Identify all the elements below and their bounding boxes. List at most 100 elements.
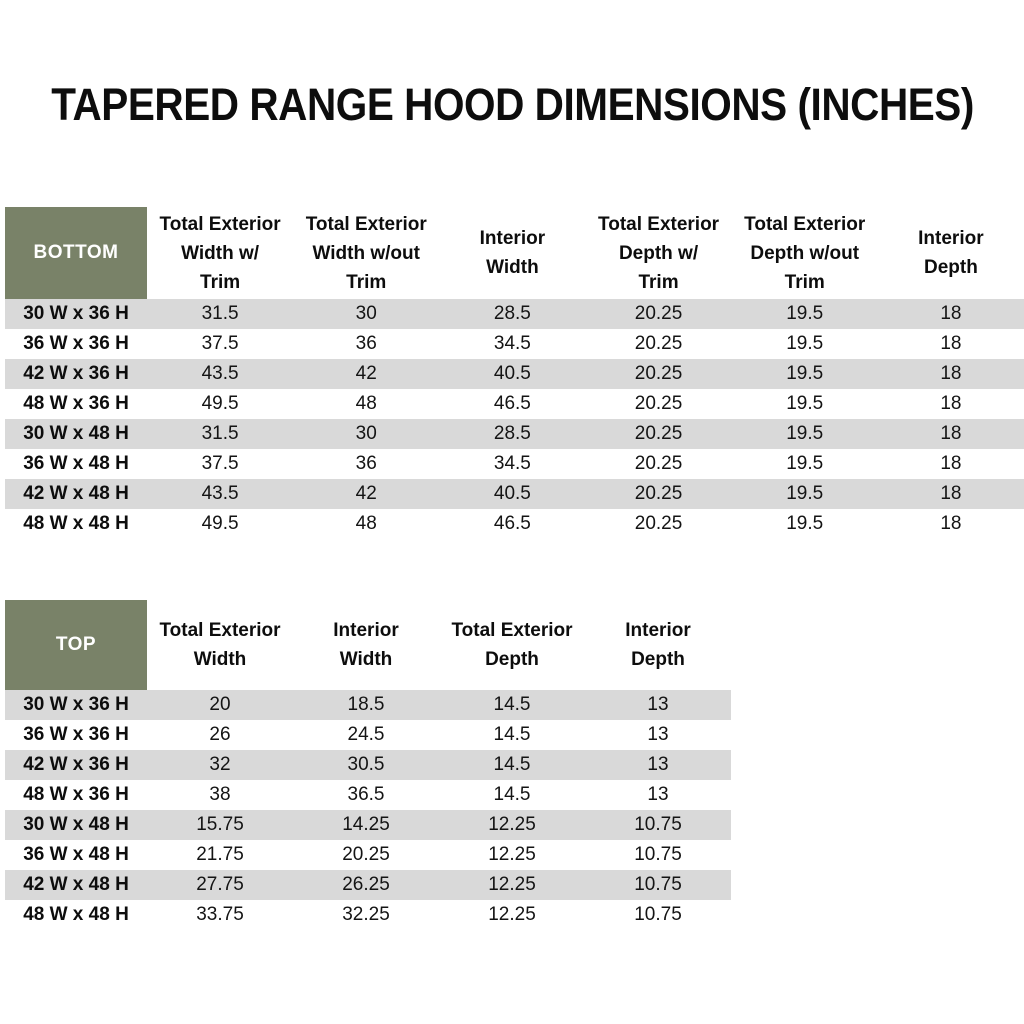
row-label: 36 W x 36 H [5, 720, 147, 750]
column-header-total-exterior-width-w-trim: Total Exterior Width w/ Trim [147, 207, 294, 299]
cell: 28.5 [439, 299, 586, 329]
cell: 34.5 [439, 329, 586, 359]
cell: 19.5 [731, 479, 878, 509]
table-row: 48 W x 48 H 49.5 48 46.5 20.25 19.5 18 [5, 509, 1024, 539]
cell: 12.25 [439, 900, 585, 930]
table-row: 42 W x 48 H 27.75 26.25 12.25 10.75 [5, 870, 731, 900]
table-row: 36 W x 48 H 37.5 36 34.5 20.25 19.5 18 [5, 449, 1024, 479]
cell: 14.5 [439, 690, 585, 720]
cell: 33.75 [147, 900, 293, 930]
row-label: 36 W x 48 H [5, 449, 147, 479]
cell: 48 [293, 389, 440, 419]
cell: 20.25 [585, 509, 732, 539]
cell: 13 [585, 720, 731, 750]
cell: 10.75 [585, 900, 731, 930]
cell: 18 [877, 419, 1024, 449]
cell: 26.25 [293, 870, 439, 900]
cell: 21.75 [147, 840, 293, 870]
cell: 19.5 [731, 329, 878, 359]
cell: 19.5 [731, 449, 878, 479]
cell: 12.25 [439, 870, 585, 900]
cell: 36.5 [293, 780, 439, 810]
cell: 20 [147, 690, 293, 720]
cell: 18 [877, 389, 1024, 419]
cell: 20.25 [585, 359, 732, 389]
row-label: 30 W x 36 H [5, 299, 147, 329]
cell: 14.5 [439, 780, 585, 810]
cell: 40.5 [439, 359, 586, 389]
cell: 10.75 [585, 870, 731, 900]
cell: 12.25 [439, 840, 585, 870]
cell: 18 [877, 449, 1024, 479]
cell: 19.5 [731, 389, 878, 419]
cell: 18 [877, 509, 1024, 539]
cell: 34.5 [439, 449, 586, 479]
cell: 20.25 [585, 479, 732, 509]
table-row: 30 W x 36 H 20 18.5 14.5 13 [5, 690, 731, 720]
table-row: 42 W x 36 H 32 30.5 14.5 13 [5, 750, 731, 780]
cell: 49.5 [147, 389, 294, 419]
cell: 37.5 [147, 449, 294, 479]
cell: 28.5 [439, 419, 586, 449]
cell: 30 [293, 299, 440, 329]
column-header-total-exterior-width: Total Exterior Width [147, 600, 293, 690]
table-row: 36 W x 48 H 21.75 20.25 12.25 10.75 [5, 840, 731, 870]
top-table-label: TOP [5, 600, 147, 690]
cell: 19.5 [731, 299, 878, 329]
column-header-interior-depth: Interior Depth [877, 207, 1024, 299]
cell: 18 [877, 359, 1024, 389]
cell: 20.25 [585, 329, 732, 359]
column-header-total-exterior-depth: Total Exterior Depth [439, 600, 585, 690]
row-label: 48 W x 48 H [5, 509, 147, 539]
cell: 13 [585, 780, 731, 810]
table-row: 42 W x 48 H 43.5 42 40.5 20.25 19.5 18 [5, 479, 1024, 509]
cell: 36 [293, 449, 440, 479]
column-header-interior-width: Interior Width [439, 207, 586, 299]
cell: 27.75 [147, 870, 293, 900]
top-table-header-row: TOP Total Exterior Width Interior Width … [5, 600, 731, 690]
cell: 20.25 [293, 840, 439, 870]
cell: 24.5 [293, 720, 439, 750]
cell: 48 [293, 509, 440, 539]
column-header-interior-depth: Interior Depth [585, 600, 731, 690]
cell: 42 [293, 359, 440, 389]
row-label: 42 W x 36 H [5, 750, 147, 780]
row-label: 30 W x 36 H [5, 690, 147, 720]
cell: 46.5 [439, 509, 586, 539]
column-header-total-exterior-width-wout-trim: Total Exterior Width w/out Trim [293, 207, 440, 299]
cell: 20.25 [585, 299, 732, 329]
cell: 40.5 [439, 479, 586, 509]
cell: 18 [877, 329, 1024, 359]
cell: 26 [147, 720, 293, 750]
cell: 43.5 [147, 359, 294, 389]
cell: 38 [147, 780, 293, 810]
cell: 31.5 [147, 299, 294, 329]
row-label: 36 W x 36 H [5, 329, 147, 359]
cell: 19.5 [731, 359, 878, 389]
row-label: 48 W x 36 H [5, 780, 147, 810]
table-row: 48 W x 48 H 33.75 32.25 12.25 10.75 [5, 900, 731, 930]
column-header-interior-width: Interior Width [293, 600, 439, 690]
cell: 18 [877, 299, 1024, 329]
row-label: 42 W x 48 H [5, 870, 147, 900]
row-label: 48 W x 48 H [5, 900, 147, 930]
table-row: 36 W x 36 H 37.5 36 34.5 20.25 19.5 18 [5, 329, 1024, 359]
cell: 43.5 [147, 479, 294, 509]
table-row: 42 W x 36 H 43.5 42 40.5 20.25 19.5 18 [5, 359, 1024, 389]
top-dimensions-table: TOP Total Exterior Width Interior Width … [5, 600, 731, 930]
cell: 18.5 [293, 690, 439, 720]
table-row: 48 W x 36 H 38 36.5 14.5 13 [5, 780, 731, 810]
cell: 13 [585, 750, 731, 780]
cell: 49.5 [147, 509, 294, 539]
cell: 30 [293, 419, 440, 449]
cell: 19.5 [731, 419, 878, 449]
row-label: 42 W x 36 H [5, 359, 147, 389]
table-row: 48 W x 36 H 49.5 48 46.5 20.25 19.5 18 [5, 389, 1024, 419]
column-header-total-exterior-depth-wout-trim: Total Exterior Depth w/out Trim [731, 207, 878, 299]
cell: 32 [147, 750, 293, 780]
cell: 13 [585, 690, 731, 720]
cell: 19.5 [731, 509, 878, 539]
cell: 37.5 [147, 329, 294, 359]
cell: 42 [293, 479, 440, 509]
